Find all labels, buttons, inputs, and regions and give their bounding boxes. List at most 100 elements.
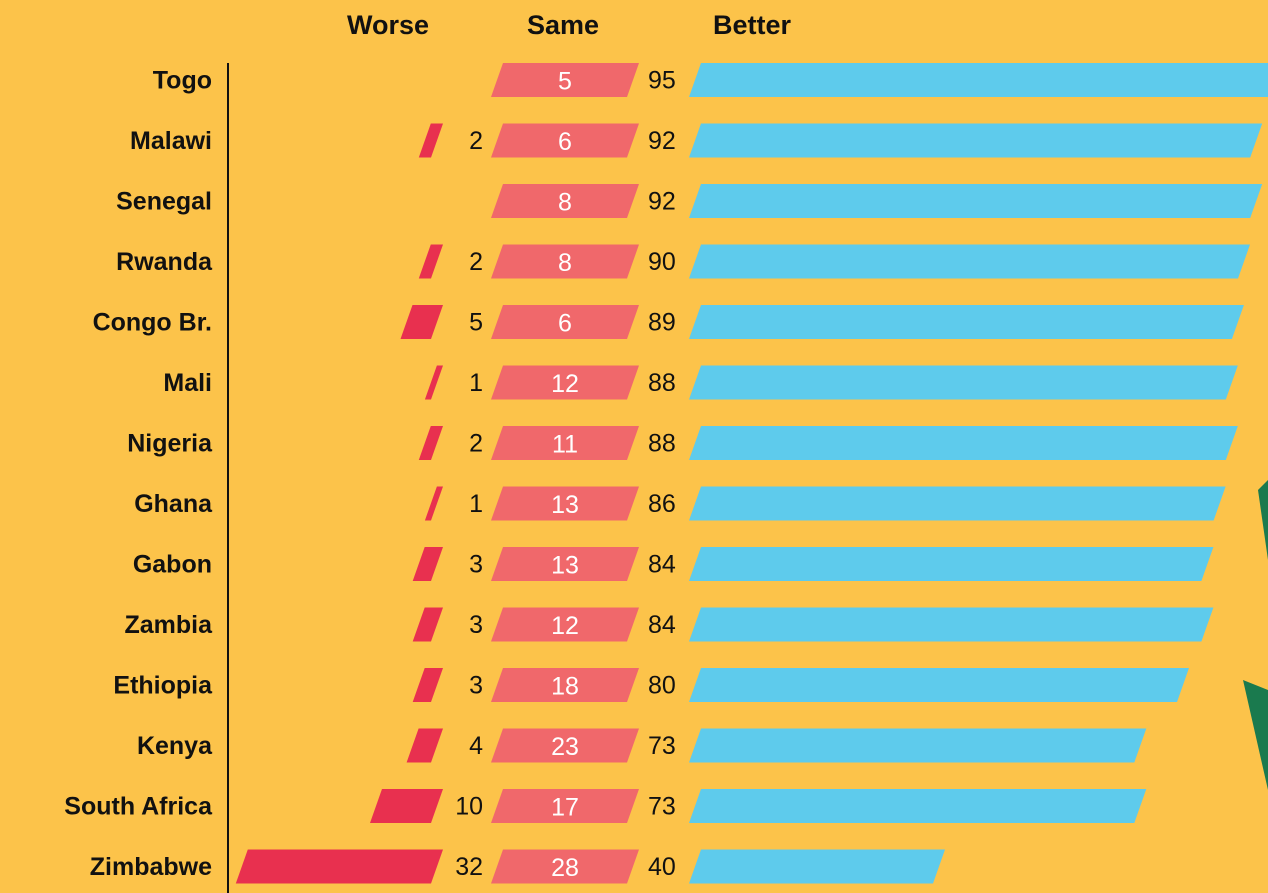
same-label: 11 bbox=[552, 431, 578, 459]
worse-label: 5 bbox=[469, 309, 483, 337]
worse-label: 3 bbox=[469, 551, 483, 579]
better-label: 92 bbox=[648, 127, 676, 155]
worse-label: 1 bbox=[469, 369, 483, 397]
same-box bbox=[491, 365, 639, 400]
same-box bbox=[491, 849, 639, 884]
category-label: Congo Br. bbox=[93, 309, 212, 337]
same-label: 12 bbox=[551, 370, 579, 398]
worse-label: 4 bbox=[469, 732, 483, 760]
category-label: Senegal bbox=[116, 188, 212, 216]
better-bar bbox=[689, 728, 1147, 763]
category-label: Malawi bbox=[130, 127, 212, 155]
worse-label: 3 bbox=[469, 611, 483, 639]
better-bar bbox=[689, 668, 1189, 702]
worse-bar bbox=[418, 426, 443, 460]
same-box bbox=[491, 668, 639, 702]
worse-bar bbox=[370, 789, 443, 823]
better-bar bbox=[689, 365, 1238, 400]
worse-bar bbox=[235, 849, 443, 884]
same-box bbox=[491, 305, 639, 339]
same-box bbox=[491, 789, 639, 823]
category-label: Rwanda bbox=[116, 248, 213, 276]
better-label: 84 bbox=[648, 611, 676, 639]
same-label: 5 bbox=[558, 68, 572, 96]
category-label: Ethiopia bbox=[113, 672, 213, 700]
better-bar bbox=[689, 123, 1263, 158]
decoration bbox=[1243, 680, 1268, 790]
series-header: Worse bbox=[347, 10, 429, 40]
same-box bbox=[491, 244, 639, 279]
category-label: Togo bbox=[153, 67, 212, 95]
better-bar bbox=[689, 547, 1214, 581]
same-label: 6 bbox=[558, 128, 572, 156]
better-bar bbox=[689, 849, 945, 884]
worse-label: 1 bbox=[469, 490, 483, 518]
worse-bar bbox=[400, 305, 443, 339]
better-label: 92 bbox=[648, 188, 676, 216]
better-bar bbox=[689, 426, 1238, 460]
worse-bar bbox=[406, 728, 443, 763]
worse-bar bbox=[424, 486, 443, 521]
better-label: 84 bbox=[648, 551, 676, 579]
category-label: South Africa bbox=[64, 793, 213, 821]
category-label: Mali bbox=[163, 369, 212, 397]
same-box bbox=[491, 486, 639, 521]
worse-bar bbox=[424, 365, 443, 400]
same-label: 13 bbox=[551, 491, 579, 519]
better-label: 40 bbox=[648, 853, 676, 881]
same-label: 18 bbox=[551, 673, 579, 701]
same-box bbox=[491, 184, 639, 218]
better-label: 89 bbox=[648, 309, 676, 337]
category-label: Ghana bbox=[134, 490, 213, 518]
worse-label: 10 bbox=[455, 793, 483, 821]
same-box bbox=[491, 728, 639, 763]
better-label: 90 bbox=[648, 248, 676, 276]
category-label: Kenya bbox=[137, 732, 213, 760]
same-box bbox=[491, 607, 639, 642]
better-bar bbox=[689, 789, 1147, 823]
same-box bbox=[491, 63, 639, 97]
better-bar bbox=[689, 63, 1268, 97]
category-label: Gabon bbox=[133, 551, 212, 579]
same-label: 8 bbox=[558, 189, 572, 217]
same-box bbox=[491, 426, 639, 460]
better-label: 88 bbox=[648, 430, 676, 458]
same-label: 12 bbox=[551, 612, 579, 640]
worse-label: 3 bbox=[469, 672, 483, 700]
same-label: 6 bbox=[558, 310, 572, 338]
same-label: 8 bbox=[558, 249, 572, 277]
better-bar bbox=[689, 305, 1244, 339]
worse-bar bbox=[412, 607, 443, 642]
worse-bar bbox=[418, 123, 443, 158]
category-label: Zambia bbox=[124, 611, 213, 639]
series-header: Better bbox=[713, 10, 792, 40]
same-label: 17 bbox=[551, 794, 579, 822]
better-bar bbox=[689, 244, 1250, 279]
same-label: 28 bbox=[551, 854, 579, 882]
worse-label: 2 bbox=[469, 248, 483, 276]
better-label: 95 bbox=[648, 67, 676, 95]
better-bar bbox=[689, 486, 1226, 521]
worse-bar bbox=[412, 668, 443, 702]
worse-bar bbox=[412, 547, 443, 581]
category-label: Nigeria bbox=[127, 430, 213, 458]
better-label: 86 bbox=[648, 490, 676, 518]
better-label: 88 bbox=[648, 369, 676, 397]
better-bar bbox=[689, 607, 1214, 642]
decoration bbox=[1258, 480, 1268, 560]
worse-bar bbox=[418, 244, 443, 279]
same-box bbox=[491, 547, 639, 581]
series-header: Same bbox=[527, 10, 599, 40]
worse-label: 32 bbox=[455, 853, 483, 881]
same-box bbox=[491, 123, 639, 158]
worse-label: 2 bbox=[469, 127, 483, 155]
better-label: 73 bbox=[648, 732, 676, 760]
category-label: Zimbabwe bbox=[90, 853, 212, 881]
better-label: 73 bbox=[648, 793, 676, 821]
worse-label: 2 bbox=[469, 430, 483, 458]
same-label: 23 bbox=[551, 733, 579, 761]
better-bar bbox=[689, 184, 1263, 218]
same-label: 13 bbox=[551, 552, 579, 580]
